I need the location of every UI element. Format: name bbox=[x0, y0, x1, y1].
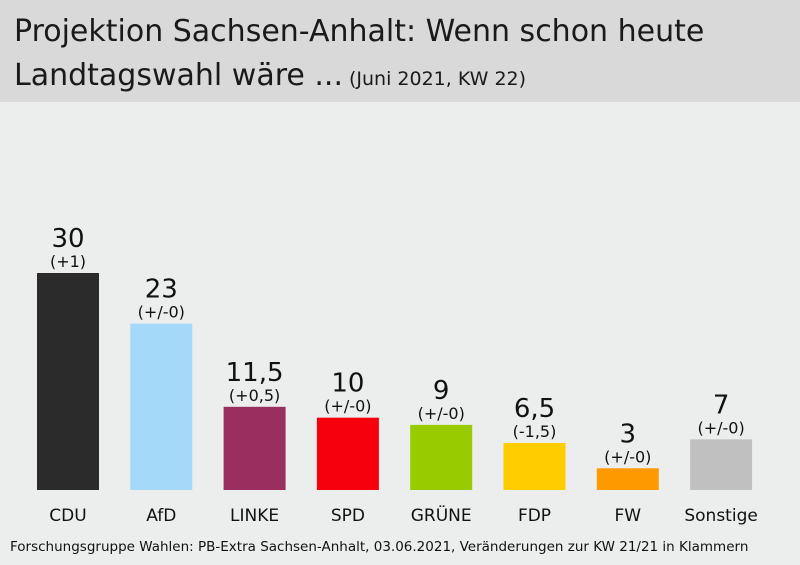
change-label-cdu: (+1) bbox=[50, 252, 86, 271]
value-label-gr-ne: 9 bbox=[433, 376, 450, 406]
chart-subtitle: (Juni 2021, KW 22) bbox=[348, 68, 527, 90]
bar-sonstige bbox=[690, 439, 753, 490]
value-label-cdu: 30 bbox=[51, 224, 84, 254]
category-label-linke: LINKE bbox=[230, 506, 279, 526]
value-label-linke: 11,5 bbox=[226, 358, 284, 388]
change-label-spd: (+/-0) bbox=[324, 397, 371, 416]
category-label-gr-ne: GRÜNE bbox=[411, 504, 472, 526]
bar-gr-ne bbox=[410, 424, 473, 490]
change-label-gr-ne: (+/-0) bbox=[418, 404, 465, 423]
category-label-afd: AfD bbox=[146, 506, 176, 526]
value-label-fw: 3 bbox=[620, 419, 637, 449]
category-label-cdu: CDU bbox=[49, 506, 86, 526]
source-note: Forschungsgruppe Wahlen: PB-Extra Sachse… bbox=[10, 539, 749, 555]
chart-title-line-2-text: Landtagswahl wäre ... bbox=[14, 58, 343, 93]
category-label-sonstige: Sonstige bbox=[684, 506, 757, 526]
change-label-fdp: (-1,5) bbox=[513, 422, 557, 441]
chart-title-line-2: Landtagswahl wäre ... (Juni 2021, KW 22) bbox=[14, 58, 526, 93]
value-label-afd: 23 bbox=[145, 275, 178, 305]
category-label-spd: SPD bbox=[331, 506, 365, 526]
value-label-sonstige: 7 bbox=[713, 390, 730, 420]
header: Projektion Sachsen-Anhalt: Wenn schon he… bbox=[0, 0, 800, 102]
bar-linke bbox=[223, 406, 286, 490]
bar-spd bbox=[316, 417, 379, 490]
bar-chart: 30(+1)CDU23(+/-0)AfD11,5(+0,5)LINKE10(+/… bbox=[37, 224, 758, 526]
category-label-fw: FW bbox=[615, 506, 642, 526]
value-label-fdp: 6,5 bbox=[514, 394, 555, 424]
change-label-linke: (+0,5) bbox=[229, 386, 280, 405]
bar-fdp bbox=[503, 442, 566, 490]
bar-fw bbox=[596, 468, 659, 490]
chart-title-line-1: Projektion Sachsen-Anhalt: Wenn schon he… bbox=[14, 14, 705, 49]
bar-afd bbox=[130, 323, 193, 490]
value-label-spd: 10 bbox=[331, 369, 364, 399]
change-label-afd: (+/-0) bbox=[138, 303, 185, 322]
change-label-fw: (+/-0) bbox=[604, 447, 651, 466]
bar-cdu bbox=[37, 273, 99, 490]
change-label-sonstige: (+/-0) bbox=[697, 418, 744, 437]
category-label-fdp: FDP bbox=[518, 506, 551, 526]
